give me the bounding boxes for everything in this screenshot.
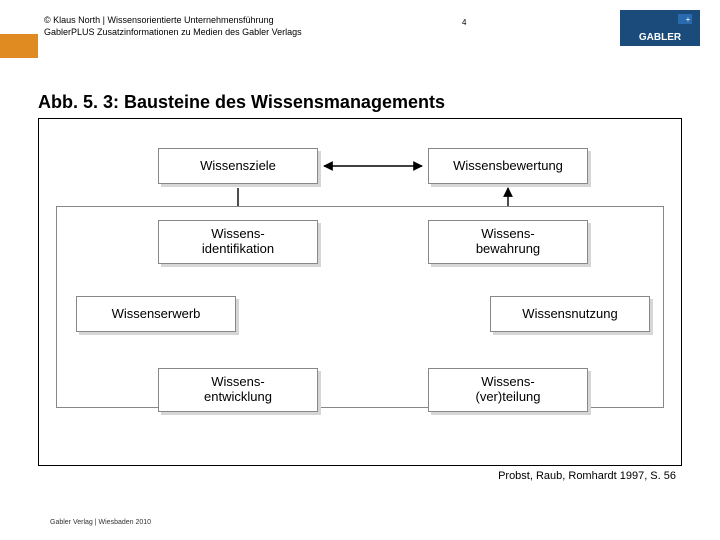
svg-text:GABLER: GABLER — [639, 32, 682, 43]
citation: Probst, Raub, Romhardt 1997, S. 56 — [498, 470, 676, 482]
page-number: 4 — [462, 18, 466, 27]
header-text: © Klaus North | Wissensorientierte Unter… — [44, 14, 302, 38]
node-ziele: Wissensziele — [158, 148, 318, 184]
svg-text:+: + — [686, 15, 691, 24]
slide-header: © Klaus North | Wissensorientierte Unter… — [0, 0, 720, 56]
gabler-logo: + GABLER — [620, 10, 700, 46]
node-entwicklung: Wissens-entwicklung — [158, 368, 318, 412]
accent-tab — [0, 34, 38, 58]
node-nutzung: Wissensnutzung — [490, 296, 650, 332]
node-ident: Wissens-identifikation — [158, 220, 318, 264]
node-bewertung: Wissensbewertung — [428, 148, 588, 184]
footer-text: Gabler Verlag | Wiesbaden 2010 — [50, 519, 151, 526]
figure-title: Abb. 5. 3: Bausteine des Wissensmanageme… — [38, 92, 445, 113]
node-bewahrung: Wissens-bewahrung — [428, 220, 588, 264]
header-line2: GablerPLUS Zusatzinformationen zu Medien… — [44, 26, 302, 38]
node-teilung: Wissens-(ver)teilung — [428, 368, 588, 412]
node-erwerb: Wissenserwerb — [76, 296, 236, 332]
header-line1: © Klaus North | Wissensorientierte Unter… — [44, 14, 302, 26]
